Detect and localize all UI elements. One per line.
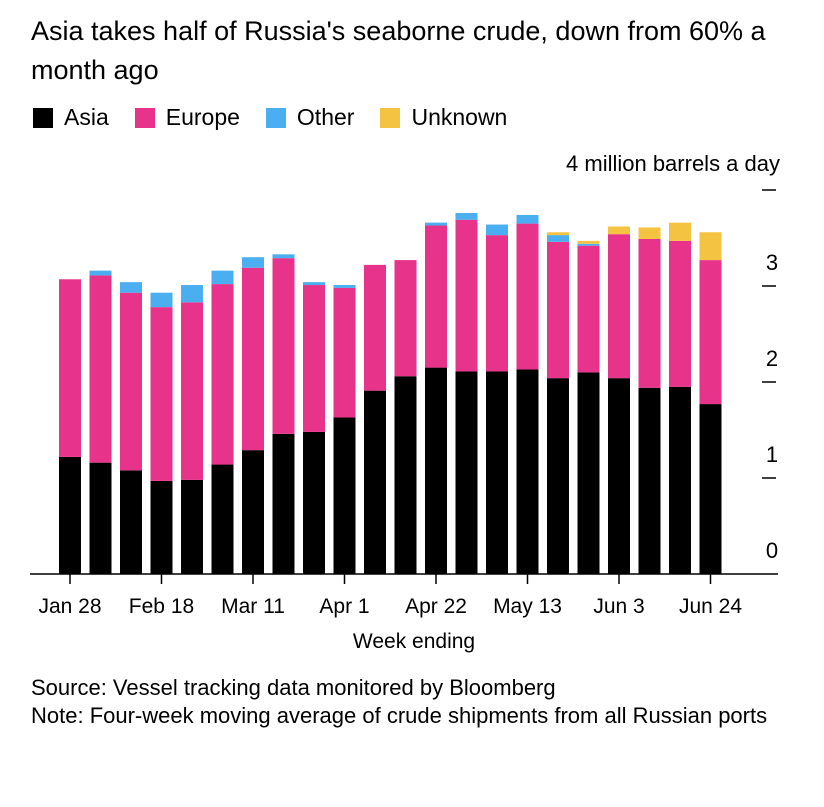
bar-asia-11 xyxy=(394,376,417,574)
bar-asia-2 xyxy=(120,470,142,574)
bar-asia-8 xyxy=(303,431,325,574)
bar-other-16 xyxy=(547,235,569,242)
bar-asia-7 xyxy=(272,433,295,574)
chart-title: Asia takes half of Russia's seaborne cru… xyxy=(31,16,766,85)
bar-asia-15 xyxy=(516,369,539,574)
footer: Source: Vessel tracking data monitored b… xyxy=(31,674,791,730)
bar-europe-17 xyxy=(577,245,600,373)
bar-asia-0 xyxy=(59,456,81,574)
bar-europe-18 xyxy=(608,234,630,379)
bar-europe-2 xyxy=(120,292,142,471)
bar-other-17 xyxy=(577,243,600,246)
x-tick-label-4: Apr 22 xyxy=(405,595,467,618)
x-tick-label-6: Jun 3 xyxy=(593,595,644,618)
bar-europe-15 xyxy=(516,223,539,370)
x-tick-label-2: Mar 11 xyxy=(221,595,285,618)
bar-other-6 xyxy=(242,257,264,268)
legend-label-other: Other xyxy=(296,104,355,130)
legend: Asia Europe Other Unknown xyxy=(33,104,533,131)
bar-europe-16 xyxy=(547,241,569,379)
bar-europe-9 xyxy=(333,287,356,418)
bar-other-2 xyxy=(120,282,142,293)
bar-other-9 xyxy=(333,285,356,288)
bar-asia-12 xyxy=(425,367,447,574)
bar-asia-16 xyxy=(547,378,569,574)
bar-europe-20 xyxy=(669,240,691,387)
bar-asia-9 xyxy=(333,417,356,574)
legend-swatch-asia xyxy=(33,107,53,128)
bar-europe-10 xyxy=(364,264,386,391)
bar-asia-5 xyxy=(211,464,234,574)
legend-item-other: Other xyxy=(265,104,355,131)
bar-europe-8 xyxy=(303,285,325,432)
y-tick-label-0: 0 xyxy=(766,538,778,563)
bar-europe-4 xyxy=(181,302,203,480)
bar-asia-17 xyxy=(577,372,600,574)
bar-unknown-20 xyxy=(669,222,691,241)
bar-other-12 xyxy=(425,222,447,226)
x-tick-label-0: Jan 28 xyxy=(38,595,101,618)
bar-europe-12 xyxy=(425,225,447,368)
legend-swatch-unknown xyxy=(380,107,401,128)
bar-asia-19 xyxy=(638,387,661,574)
legend-item-asia: Asia xyxy=(33,104,109,131)
bar-asia-21 xyxy=(699,404,722,574)
x-tick-label-7: Jun 24 xyxy=(679,595,742,618)
bar-asia-6 xyxy=(242,450,264,574)
x-tick-label-5: May 13 xyxy=(493,595,562,618)
x-tick-label-3: Apr 1 xyxy=(319,595,369,618)
bar-europe-1 xyxy=(89,275,112,463)
bar-europe-19 xyxy=(638,238,661,388)
bar-asia-13 xyxy=(455,371,478,574)
bar-other-14 xyxy=(486,224,508,236)
legend-label-unknown: Unknown xyxy=(411,104,508,130)
bar-asia-14 xyxy=(486,371,508,574)
bar-asia-4 xyxy=(181,479,203,574)
bar-unknown-16 xyxy=(547,232,569,236)
bar-unknown-19 xyxy=(638,227,661,239)
bar-europe-6 xyxy=(242,267,264,451)
bar-other-5 xyxy=(211,270,234,285)
y-tick-label-1: 1 xyxy=(766,442,778,467)
bar-europe-5 xyxy=(211,284,234,465)
legend-swatch-europe xyxy=(134,107,155,128)
bar-europe-13 xyxy=(455,219,478,372)
method-note: Note: Four-week moving average of crude … xyxy=(31,703,768,728)
bar-other-13 xyxy=(455,213,478,220)
legend-label-europe: Europe xyxy=(165,104,240,130)
bar-europe-0 xyxy=(59,279,81,457)
bar-other-4 xyxy=(181,285,203,303)
y-axis-unit-label: 4 million barrels a day xyxy=(566,151,780,176)
bar-europe-3 xyxy=(150,307,173,481)
legend-item-unknown: Unknown xyxy=(380,104,507,131)
bar-europe-21 xyxy=(699,260,722,405)
bar-asia-10 xyxy=(364,390,386,574)
bar-asia-3 xyxy=(150,480,173,574)
bar-unknown-18 xyxy=(608,226,630,235)
bar-other-7 xyxy=(272,254,295,259)
bar-unknown-21 xyxy=(699,232,722,261)
x-tick-label-1: Feb 18 xyxy=(129,595,194,618)
bar-unknown-17 xyxy=(577,240,600,244)
y-tick-label-3: 3 xyxy=(766,250,778,275)
legend-item-europe: Europe xyxy=(134,104,240,131)
bar-asia-18 xyxy=(608,378,630,574)
bar-asia-20 xyxy=(669,386,691,574)
legend-label-asia: Asia xyxy=(64,104,109,130)
bar-other-1 xyxy=(89,270,112,276)
bar-europe-11 xyxy=(394,260,417,377)
bar-other-15 xyxy=(516,214,539,224)
y-tick-label-2: 2 xyxy=(766,346,778,371)
bar-europe-14 xyxy=(486,235,508,372)
bar-other-3 xyxy=(150,292,173,308)
x-axis-title: Week ending xyxy=(353,630,475,653)
source-note: Source: Vessel tracking data monitored b… xyxy=(31,675,556,700)
bar-europe-7 xyxy=(272,258,295,434)
legend-swatch-other xyxy=(265,107,286,128)
bar-asia-1 xyxy=(89,462,112,574)
bar-other-8 xyxy=(303,282,325,286)
